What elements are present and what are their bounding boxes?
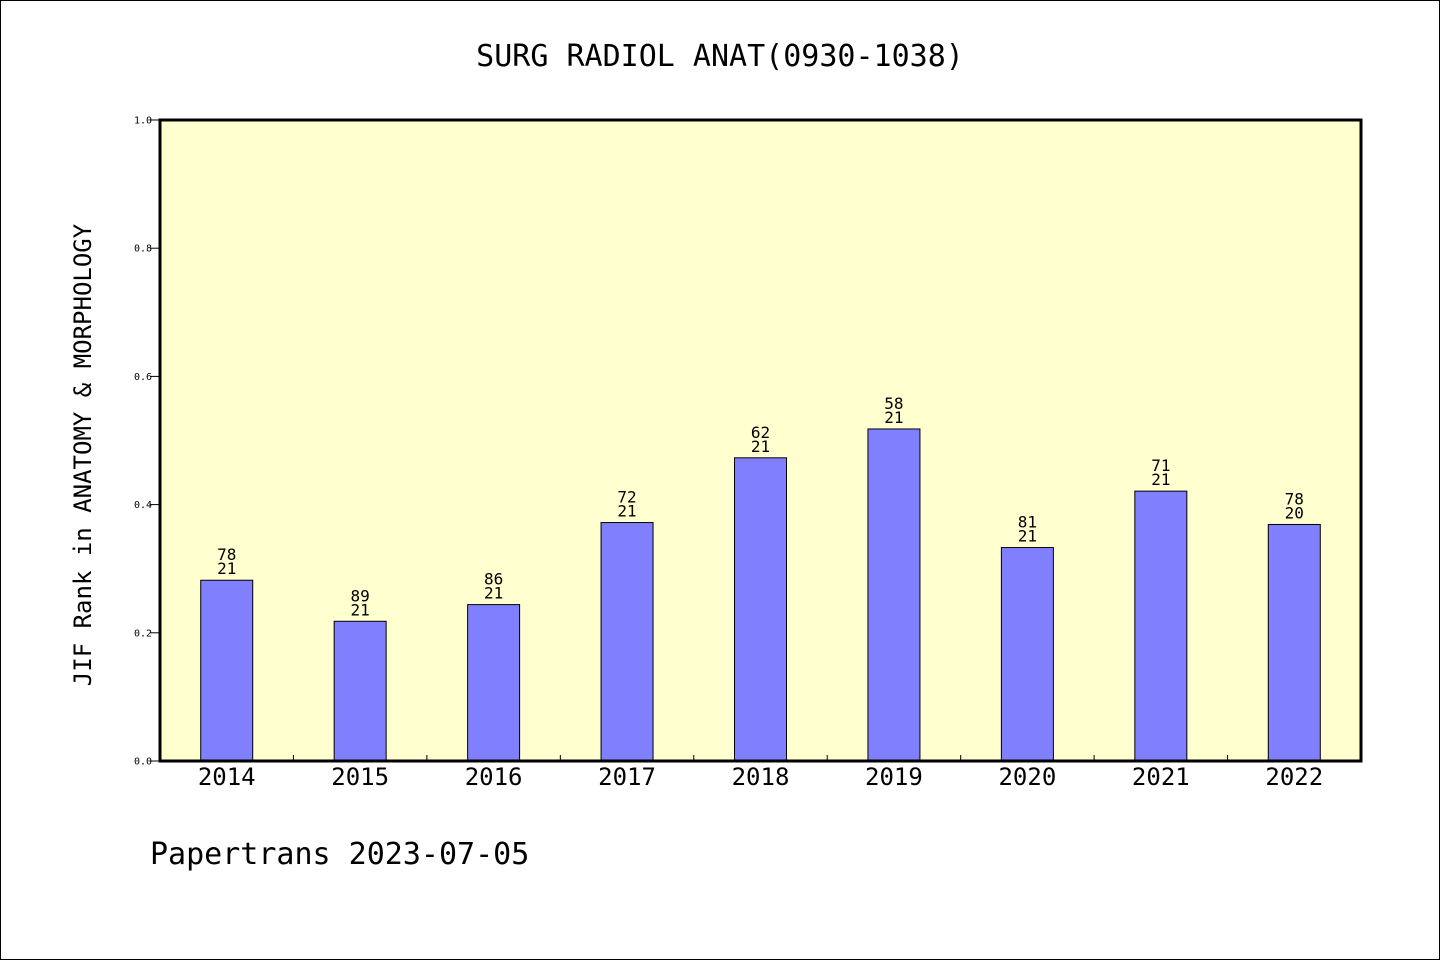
y-axis-label: JIF Rank in ANATOMY & MORPHOLOGY <box>69 223 97 686</box>
bar-label-total: 21 <box>617 502 636 521</box>
plot-border <box>158 118 1363 763</box>
bar-2014 <box>200 579 254 762</box>
bar-label-total: 21 <box>217 559 236 578</box>
y-tick-label: 0.6 <box>134 372 152 383</box>
x-tick-label: 2019 <box>865 763 923 791</box>
bar-2017 <box>600 522 654 762</box>
bar-label-rank: 62 <box>751 423 770 442</box>
y-tick-label: 0.2 <box>134 628 152 639</box>
bar-2015 <box>333 620 387 762</box>
data-labels-group: 2014782120158921201686212017722120186221… <box>198 394 1323 791</box>
footer-text: Papertrans 2023-07-05 <box>150 837 529 872</box>
x-tick-label: 2017 <box>598 763 656 791</box>
chart-title: SURG RADIOL ANAT(0930-1038) <box>476 39 964 74</box>
bar-label-rank: 72 <box>617 488 636 507</box>
x-tick-label: 2016 <box>465 763 523 791</box>
y-tick-label: 1.0 <box>134 116 152 127</box>
y-tick-label: 0.4 <box>134 500 152 511</box>
y-tick-label: 0.0 <box>134 757 152 768</box>
bar-label-rank: 81 <box>1018 513 1037 532</box>
bar-2019 <box>867 428 921 762</box>
x-tick-label: 2018 <box>732 763 790 791</box>
bar-label-rank: 58 <box>884 394 903 413</box>
bar-label-total: 21 <box>1151 470 1170 489</box>
x-tick-label: 2021 <box>1132 763 1190 791</box>
bar-label-total: 21 <box>751 437 770 456</box>
bar-label-rank: 86 <box>484 570 503 589</box>
axis-ticks: 0.0 0.2 0.4 0.6 0.8 1.0 <box>134 116 1229 768</box>
bar-label-total: 21 <box>351 600 370 619</box>
bar-2021 <box>1134 490 1188 762</box>
bar-label-rank: 78 <box>217 545 236 564</box>
bar-label-rank: 78 <box>1285 489 1304 508</box>
bar-2022 <box>1267 523 1321 762</box>
bar-2018 <box>734 457 787 762</box>
bar-label-total: 20 <box>1285 503 1304 522</box>
bar-label-total: 21 <box>884 408 903 427</box>
x-tick-label: 2022 <box>1265 763 1323 791</box>
bar-2016 <box>467 604 521 762</box>
bars-group <box>200 428 1321 762</box>
x-tick-label: 2020 <box>998 763 1056 791</box>
y-tick-label: 0.8 <box>134 244 152 255</box>
bar-label-rank: 89 <box>351 586 370 605</box>
bar-label-total: 21 <box>1018 527 1037 546</box>
x-tick-label: 2014 <box>198 763 256 791</box>
bar-label-rank: 71 <box>1151 456 1170 475</box>
bar-label-total: 21 <box>484 584 503 603</box>
x-tick-label: 2015 <box>331 763 389 791</box>
bar-2020 <box>1000 547 1054 762</box>
